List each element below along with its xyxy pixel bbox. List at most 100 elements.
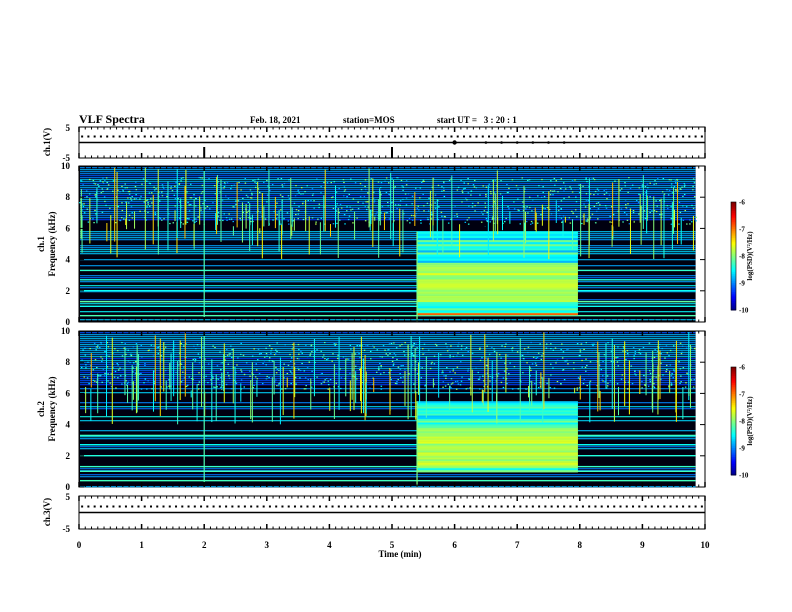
spec-speckle: [339, 203, 342, 205]
spec-speckle: [434, 343, 437, 346]
voltage-dot: [293, 505, 296, 508]
spec-speckle: [525, 208, 527, 210]
spec-speckle: [314, 361, 316, 364]
spec-speckle: [404, 342, 406, 344]
spec-speckle: [220, 368, 222, 371]
spec-speckle: [342, 356, 345, 358]
spec-speckle: [525, 221, 528, 223]
spec-speckle: [544, 208, 547, 210]
spec-speckle: [275, 366, 277, 368]
spec-speckle: [442, 371, 444, 374]
spec-speckle: [624, 204, 627, 206]
spec-speckle: [615, 357, 617, 359]
spec-speckle: [272, 360, 274, 362]
spec-speckle: [378, 369, 380, 371]
spec-enhanced-row: [417, 241, 578, 245]
spec-enhanced-row: [417, 457, 578, 460]
spec-speckle: [393, 187, 396, 189]
spec-speckle: [504, 221, 506, 223]
x-tick-label: 8: [578, 540, 583, 550]
spec-speckle: [665, 364, 668, 366]
spec-speckle: [197, 216, 199, 218]
spec-speckle: [233, 184, 236, 186]
spec-speckle: [82, 206, 85, 208]
spec-speckle: [157, 353, 160, 355]
spec-speckle: [400, 365, 402, 367]
spec-speckle: [264, 218, 267, 220]
spec-speckle: [145, 180, 148, 182]
spec-speckle: [252, 373, 255, 376]
spec-speckle: [597, 189, 600, 191]
spec-speckle: [124, 348, 127, 350]
spec-speckle: [249, 375, 251, 377]
spec-speckle: [467, 223, 470, 225]
spec-speckle: [482, 380, 485, 382]
spec-speckle: [85, 364, 87, 366]
voltage-dot: [481, 505, 484, 508]
spec-speckle: [87, 361, 89, 364]
spec-speckle: [550, 213, 553, 215]
spec-speckle: [493, 193, 495, 195]
spec-speckle: [641, 380, 643, 383]
spec-speckle: [592, 344, 594, 347]
spec-speckle: [558, 214, 561, 217]
spec-speckle: [581, 366, 583, 368]
spec-speckle: [161, 195, 164, 197]
spec-speckle: [358, 344, 360, 346]
spec-speckle: [153, 345, 155, 347]
spec-speckle: [321, 372, 323, 375]
spec-speckle: [653, 386, 656, 389]
spec-speckle: [284, 388, 287, 390]
colorbar-segment: [731, 308, 736, 311]
spec-speckle: [620, 378, 623, 380]
spec-enhanced-row: [417, 260, 578, 263]
spec-speckle: [538, 185, 540, 187]
spec-speckle: [461, 354, 464, 356]
spec-speckle: [430, 212, 433, 214]
voltage-dot: [657, 135, 660, 138]
spec-speckle: [230, 388, 233, 390]
spec-speckle: [530, 369, 532, 372]
spec-speckle: [268, 376, 270, 379]
spec-speckle: [401, 343, 403, 346]
spec-speckle: [482, 213, 484, 215]
spec-speckle: [473, 179, 476, 182]
spec-line: [80, 209, 696, 211]
spec-speckle: [335, 382, 338, 384]
spec-speckle: [227, 363, 230, 365]
spec-speckle: [564, 185, 567, 187]
spec-speckle: [584, 215, 587, 217]
ch1-voltage-markers: [203, 140, 566, 158]
spec-speckle: [173, 194, 176, 196]
spec-speckle: [686, 223, 688, 225]
colorbar-segment: [731, 424, 736, 427]
colorbar-segment: [731, 368, 736, 372]
spec-speckle: [689, 219, 691, 221]
spec-speckle: [486, 386, 489, 388]
spec-speckle: [464, 197, 467, 199]
spec-speckle: [335, 191, 338, 193]
spec-speckle: [606, 387, 608, 389]
colorbar-segment: [731, 381, 736, 384]
spec-speckle: [188, 210, 191, 212]
spec-speckle: [625, 207, 627, 209]
spec-speckle: [323, 181, 325, 184]
spec-speckle: [198, 176, 200, 179]
spec-speckle: [227, 197, 230, 200]
spec-speckle: [354, 376, 356, 378]
spec-speckle: [661, 191, 664, 193]
spec-speckle: [682, 367, 685, 369]
voltage-dot: [419, 135, 422, 138]
spec-speckle: [585, 342, 588, 344]
spec-speckle: [193, 358, 196, 360]
spec-enhanced-row: [417, 272, 578, 276]
spec-speckle: [381, 356, 383, 358]
spec-speckle: [658, 346, 660, 349]
spec-speckle: [693, 182, 696, 184]
spec-speckle: [214, 193, 217, 195]
spec-speckle: [219, 351, 221, 353]
spec-speckle: [311, 188, 314, 190]
spec-speckle: [346, 206, 348, 208]
spec-speckle: [681, 186, 683, 188]
spec-speckle: [488, 186, 491, 188]
